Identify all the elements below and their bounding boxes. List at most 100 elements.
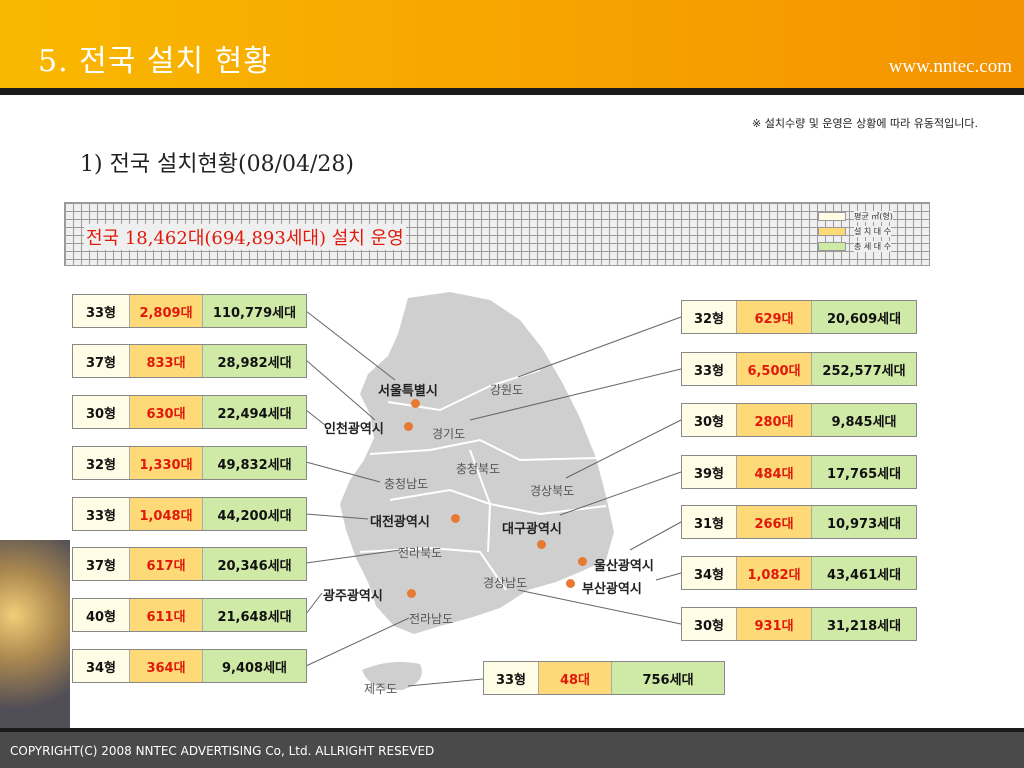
- units-cell: 484대: [737, 456, 812, 488]
- size-cell: 31형: [682, 506, 737, 538]
- disclaimer-note: ※ 설치수량 및 운영은 상황에 따라 유동적입니다.: [752, 117, 978, 130]
- units-cell: 1,048대: [130, 498, 203, 530]
- size-cell: 33형: [73, 295, 130, 327]
- households-cell: 22,494세대: [203, 396, 306, 428]
- data-box-chungnam: 32형 1,330대 49,832세대: [72, 446, 307, 480]
- city-marker: [566, 579, 575, 588]
- households-cell: 44,200세대: [203, 498, 306, 530]
- data-box-gyeonggi-west: 30형 630대 22,494세대: [72, 395, 307, 429]
- section-subtitle: 1) 전국 설치현황(08/04/28): [80, 152, 354, 177]
- city-label: 울산광역시: [594, 559, 654, 574]
- region-label: 제주도: [364, 682, 398, 696]
- region-label: 경상북도: [530, 484, 575, 498]
- households-cell: 10,973세대: [812, 506, 916, 538]
- data-box-incheon: 37형 833대 28,982세대: [72, 344, 307, 378]
- header-bar: [0, 0, 1024, 88]
- households-cell: 9,408세대: [203, 650, 306, 682]
- data-box-gwangju: 40형 611대 21,648세대: [72, 598, 307, 632]
- units-cell: 266대: [737, 506, 812, 538]
- size-cell: 32형: [73, 447, 130, 479]
- data-box-daegu: 31형 266대 10,973세대: [681, 505, 917, 539]
- site-url: www.nntec.com: [888, 56, 1012, 77]
- units-cell: 280대: [737, 404, 812, 436]
- data-box-chungbuk: 30형 280대 9,845세대: [681, 403, 917, 437]
- size-cell: 37형: [73, 345, 130, 377]
- city-marker: [578, 557, 587, 566]
- data-box-jeonbuk: 37형 617대 20,346세대: [72, 547, 307, 581]
- households-cell: 17,765세대: [812, 456, 916, 488]
- legend-label: 설 치 대 수: [854, 226, 892, 237]
- size-cell: 33형: [73, 498, 130, 530]
- legend-item-households: 총 세 대 수: [818, 240, 893, 253]
- households-cell: 28,982세대: [203, 345, 306, 377]
- decorative-photo: [0, 540, 70, 728]
- size-cell: 30형: [682, 404, 737, 436]
- units-cell: 630대: [130, 396, 203, 428]
- city-label: 대전광역시: [370, 515, 430, 530]
- size-cell: 32형: [682, 301, 737, 333]
- copyright-text: COPYRIGHT(C) 2008 NNTEC ADVERTISING Co, …: [10, 744, 435, 758]
- size-cell: 37형: [73, 548, 130, 580]
- size-cell: 33형: [682, 353, 737, 385]
- city-label: 서울특별시: [378, 384, 438, 399]
- footer-divider: [0, 728, 1024, 732]
- region-label: 경기도: [432, 427, 466, 441]
- size-cell: 39형: [682, 456, 737, 488]
- households-cell: 43,461세대: [812, 557, 916, 589]
- page-title: 5. 전국 설치 현황: [38, 44, 272, 79]
- units-cell: 1,330대: [130, 447, 203, 479]
- region-label: 전라남도: [409, 612, 454, 626]
- units-cell: 833대: [130, 345, 203, 377]
- size-cell: 34형: [73, 650, 130, 682]
- units-cell: 617대: [130, 548, 203, 580]
- households-cell: 31,218세대: [812, 608, 916, 640]
- city-marker: [451, 514, 460, 523]
- data-box-daejeon: 33형 1,048대 44,200세대: [72, 497, 307, 531]
- region-label: 충청남도: [384, 477, 429, 491]
- households-cell: 252,577세대: [812, 353, 916, 385]
- size-cell: 30형: [682, 608, 737, 640]
- data-box-gyeonggi: 33형 6,500대 252,577세대: [681, 352, 917, 386]
- region-label: 강원도: [490, 383, 524, 397]
- city-marker: [404, 422, 413, 431]
- city-label: 부산광역시: [582, 582, 642, 597]
- legend-swatch: [818, 227, 846, 236]
- city-marker: [537, 540, 546, 549]
- legend-item-size: 평균 ㎡(형): [818, 210, 893, 223]
- legend-swatch: [818, 242, 846, 251]
- data-box-jeju: 33형 48대 756세대: [483, 661, 725, 695]
- size-cell: 40형: [73, 599, 130, 631]
- legend-label: 평균 ㎡(형): [854, 211, 893, 222]
- households-cell: 49,832세대: [203, 447, 306, 479]
- units-cell: 6,500대: [737, 353, 812, 385]
- city-label: 인천광역시: [324, 422, 384, 437]
- units-cell: 364대: [130, 650, 203, 682]
- region-label: 전라북도: [398, 546, 443, 560]
- size-cell: 34형: [682, 557, 737, 589]
- summary-text: 전국 18,462대(694,893세대) 설치 운영: [84, 224, 406, 250]
- city-label: 대구광역시: [502, 522, 562, 537]
- city-label: 광주광역시: [323, 589, 383, 604]
- units-cell: 1,082대: [737, 557, 812, 589]
- data-box-busan: 30형 931대 31,218세대: [681, 607, 917, 641]
- households-cell: 20,609세대: [812, 301, 916, 333]
- size-cell: 33형: [484, 662, 539, 694]
- city-marker: [407, 589, 416, 598]
- footer-bar: [0, 732, 1024, 768]
- region-label: 경상남도: [483, 576, 528, 590]
- city-marker: [411, 399, 420, 408]
- units-cell: 48대: [539, 662, 612, 694]
- data-box-seoul: 33형 2,809대 110,779세대: [72, 294, 307, 328]
- units-cell: 629대: [737, 301, 812, 333]
- legend: 평균 ㎡(형) 설 치 대 수 총 세 대 수: [818, 210, 893, 255]
- legend-swatch: [818, 212, 846, 221]
- units-cell: 611대: [130, 599, 203, 631]
- units-cell: 2,809대: [130, 295, 203, 327]
- data-box-gangwon: 32형 629대 20,609세대: [681, 300, 917, 334]
- korea-map: [340, 292, 614, 691]
- legend-label: 총 세 대 수: [854, 241, 892, 252]
- units-cell: 931대: [737, 608, 812, 640]
- households-cell: 21,648세대: [203, 599, 306, 631]
- households-cell: 20,346세대: [203, 548, 306, 580]
- header-divider: [0, 88, 1024, 95]
